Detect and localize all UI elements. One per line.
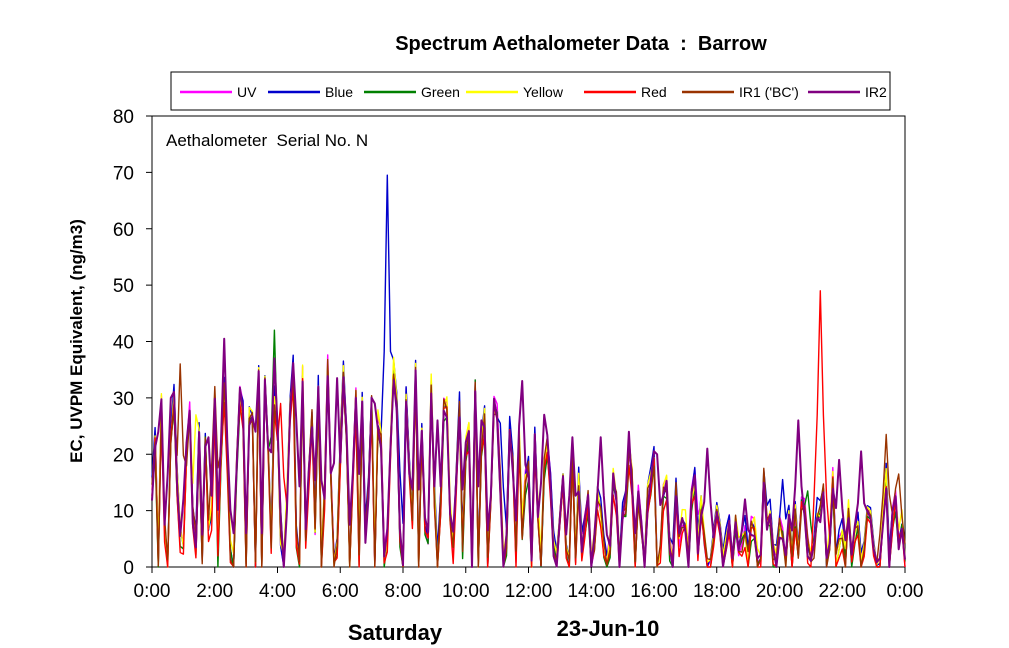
legend-item-ir1-bc: IR1 ('BC') [682, 84, 799, 100]
legend-label: Green [421, 84, 460, 100]
legend-item-uv: UV [180, 84, 257, 100]
x-tick-label: 4:00 [259, 581, 296, 602]
y-axis: 0 10 20 30 40 50 60 70 80 [113, 107, 152, 579]
x-tick-label: 20:00 [756, 581, 804, 602]
y-axis-label: EC, UVPM Equivalent, (ng/m3) [67, 219, 86, 463]
chart-title: Spectrum Aethalometer Data : Barrow [395, 33, 767, 55]
date-label: 23-Jun-10 [557, 616, 660, 641]
legend-item-ir2: IR2 [808, 84, 887, 100]
x-tick-label: 10:00 [442, 581, 490, 602]
x-tick-label: 0:00 [134, 581, 171, 602]
legend-item-yellow: Yellow [466, 84, 564, 100]
x-tick-label: 8:00 [385, 581, 422, 602]
x-axis: 0:00 2:00 4:00 6:00 8:00 10:00 12:00 14:00 16:00… [134, 567, 924, 602]
y-tick-label: 30 [113, 389, 134, 410]
y-tick-label: 0 [123, 558, 134, 579]
legend-item-blue: Blue [268, 84, 353, 100]
legend-label: UV [237, 84, 257, 100]
legend-item-red: Red [584, 84, 667, 100]
y-tick-label: 70 [113, 163, 134, 184]
y-tick-label: 80 [113, 107, 134, 128]
chart-annotation: Aethalometer Serial No. N [166, 131, 368, 150]
legend: UV Blue Green Yellow Red IR1 ('BC') IR2 [180, 84, 887, 100]
y-tick-label: 20 [113, 445, 134, 466]
y-tick-label: 60 [113, 220, 134, 241]
x-tick-label: 18:00 [693, 581, 741, 602]
series-line-ir2 [151, 337, 906, 568]
x-tick-label: 0:00 [887, 581, 924, 602]
legend-label: IR2 [865, 84, 887, 100]
y-tick-label: 50 [113, 276, 134, 297]
legend-label: IR1 ('BC') [739, 84, 799, 100]
y-tick-label: 40 [113, 333, 134, 354]
x-tick-label: 2:00 [196, 581, 233, 602]
day-label: Saturday [348, 620, 443, 645]
x-tick-label: 6:00 [322, 581, 359, 602]
legend-label: Blue [325, 84, 353, 100]
x-tick-label: 22:00 [818, 581, 866, 602]
y-tick-label: 10 [113, 502, 134, 523]
series-layer [151, 174, 906, 568]
x-tick-label: 14:00 [567, 581, 615, 602]
legend-label: Yellow [523, 84, 564, 100]
legend-item-green: Green [364, 84, 460, 100]
x-tick-label: 16:00 [630, 581, 678, 602]
legend-label: Red [641, 84, 667, 100]
x-tick-label: 12:00 [505, 581, 553, 602]
